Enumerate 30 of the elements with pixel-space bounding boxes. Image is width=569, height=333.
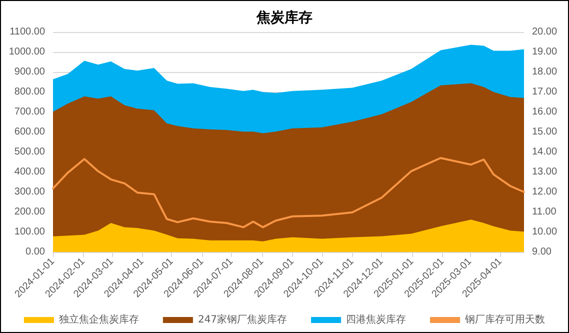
chart-title: 焦炭库存 (256, 9, 312, 26)
y-tick-label: 700.00 (14, 106, 46, 118)
y2-tick-label: 16.00 (532, 106, 558, 118)
y-tick-label: 500.00 (14, 146, 46, 158)
y2-tick-label: 19.00 (532, 46, 558, 58)
legend-label: 四港焦炭库存 (346, 314, 406, 326)
y-tick-label: 1000.00 (8, 46, 46, 58)
y2-tick-label: 13.00 (532, 166, 558, 178)
y2-tick-label: 18.00 (532, 66, 558, 78)
y2-tick-label: 17.00 (532, 86, 558, 98)
y2-tick-label: 9.00 (532, 246, 552, 258)
y-tick-label: 100.00 (14, 226, 46, 238)
legend-label: 独立焦企焦炭库存 (58, 314, 139, 326)
y-tick-label: 600.00 (14, 126, 46, 138)
legend-label: 钢厂库存可用天数 (464, 314, 546, 326)
y-tick-label: 200.00 (14, 206, 46, 218)
y-tick-label: 900.00 (14, 66, 46, 78)
y-tick-label: 800.00 (14, 86, 46, 98)
y-tick-label: 400.00 (14, 166, 46, 178)
y2-tick-label: 20.00 (532, 26, 558, 38)
y-tick-label: 1100.00 (10, 26, 46, 38)
y-tick-label: 300.00 (14, 186, 46, 198)
line-series (52, 157, 525, 228)
y2-tick-label: 15.00 (532, 126, 558, 138)
y-tick-label: 0.00 (26, 246, 46, 258)
y2-tick-label: 10.00 (532, 226, 558, 238)
y2-tick-label: 11.00 (532, 206, 557, 218)
y2-tick-label: 12.00 (532, 186, 558, 198)
legend-label: 247家钢厂焦炭库存 (198, 314, 288, 326)
y2-tick-label: 14.00 (532, 146, 558, 158)
